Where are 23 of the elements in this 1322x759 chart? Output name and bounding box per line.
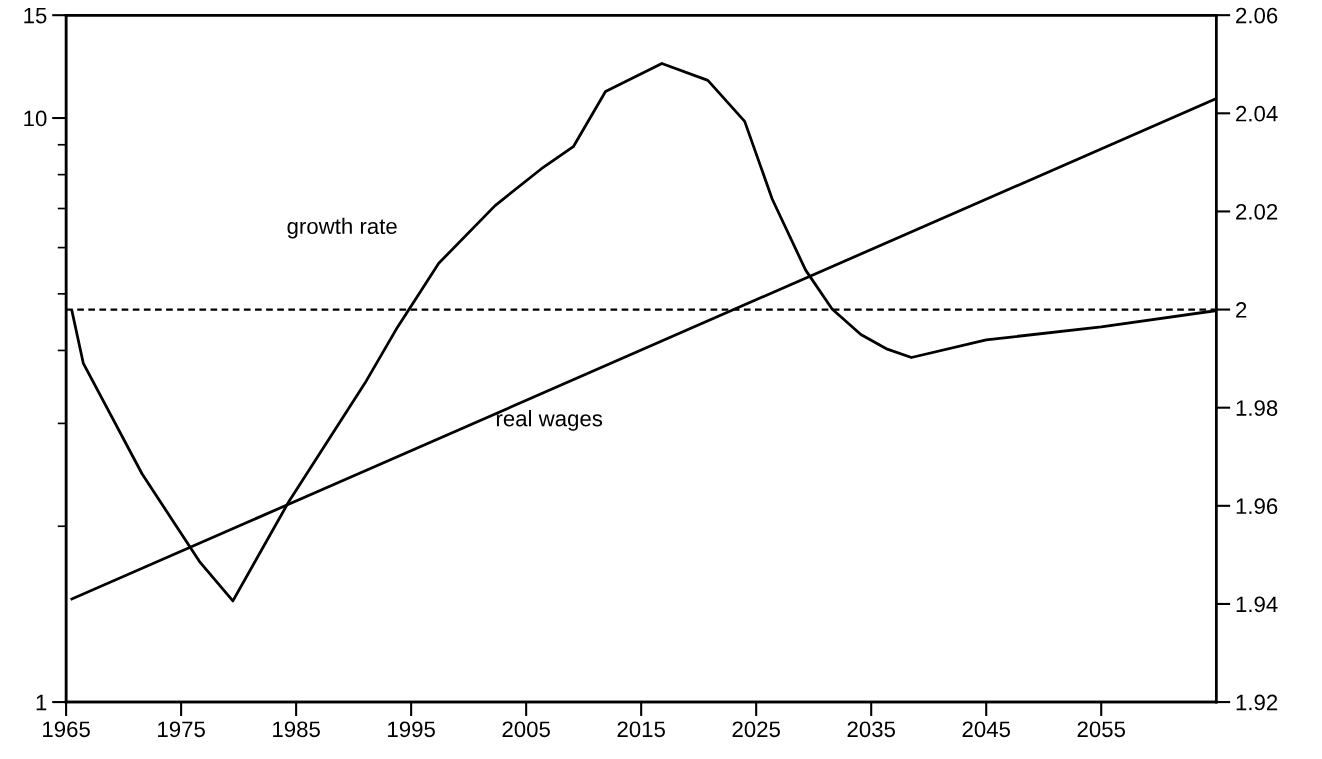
x-tick-label: 2025 xyxy=(732,721,780,738)
x-tick-label: 1975 xyxy=(158,721,205,738)
series-label: real wages xyxy=(496,410,603,431)
y-tick-label: 1 xyxy=(36,694,47,711)
x-tick-label: 2015 xyxy=(617,721,665,738)
y2-tick-label: 1.98 xyxy=(1236,400,1278,416)
x-tick-label: 2005 xyxy=(502,721,550,738)
x-tick-label: 1995 xyxy=(388,721,435,738)
y2-tick-label: 2.02 xyxy=(1236,203,1278,220)
y2-tick-label: 2.06 xyxy=(1236,7,1278,24)
y-tick-label: 15 xyxy=(24,7,47,24)
x-tick-label: 1965 xyxy=(43,721,90,738)
y2-tick-label: 2 xyxy=(1236,302,1247,318)
y2-tick-label: 2.04 xyxy=(1236,105,1278,122)
x-tick-label: 2045 xyxy=(962,721,1010,738)
y2-tick-label: 1.94 xyxy=(1236,596,1278,613)
x-tick-label: 1985 xyxy=(273,721,320,738)
text: growth rate xyxy=(287,217,397,239)
y2-tick-label: 1.92 xyxy=(1236,694,1278,711)
x-tick-label: 2055 xyxy=(1077,721,1126,738)
y-tick-label: 10 xyxy=(24,110,47,127)
y2-tick-label: 1.96 xyxy=(1236,498,1278,515)
x-tick-label: 2035 xyxy=(847,721,895,738)
